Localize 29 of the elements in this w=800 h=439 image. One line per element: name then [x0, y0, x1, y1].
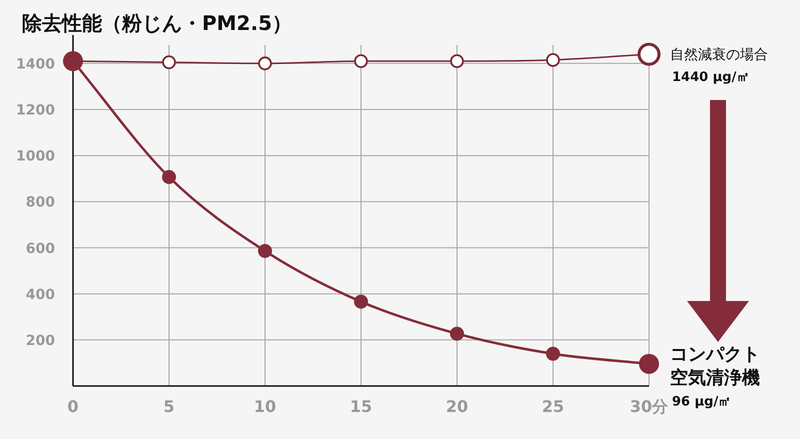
chart-title: 除去性能（粉じん・PM2.5）	[22, 11, 292, 35]
y-tick-label: 800	[26, 194, 56, 211]
y-tick-label: 200	[26, 332, 56, 349]
text: 1440 µg/㎡	[672, 70, 750, 86]
x-tick-label: 15	[350, 397, 372, 416]
y-tick-label: 400	[26, 286, 56, 303]
y-tick-label: 600	[26, 240, 56, 257]
point	[258, 244, 272, 258]
point	[354, 54, 368, 68]
x-tick-label: 0	[67, 397, 79, 416]
y-tick-label: 1200	[16, 102, 56, 119]
point	[546, 346, 560, 361]
point	[162, 170, 176, 184]
x-tick-label: 25	[542, 397, 564, 416]
text: 96 µg/㎡	[672, 394, 732, 410]
x-tick-label: 20	[446, 397, 468, 416]
point	[450, 326, 464, 341]
point	[450, 54, 464, 68]
x-tick-label: 5	[163, 397, 175, 416]
x-tick-label: 10	[254, 397, 276, 416]
point	[258, 56, 272, 70]
series-label: 自然減衰の場合	[670, 47, 768, 64]
point	[162, 55, 176, 70]
y-tick-label: 1000	[16, 148, 56, 165]
point	[354, 294, 368, 309]
x-tick-label: 30分	[630, 397, 670, 416]
y-tick-label: 1400	[16, 56, 56, 72]
point	[546, 53, 560, 67]
series-label: コンパクト空気清浄機	[670, 344, 760, 388]
